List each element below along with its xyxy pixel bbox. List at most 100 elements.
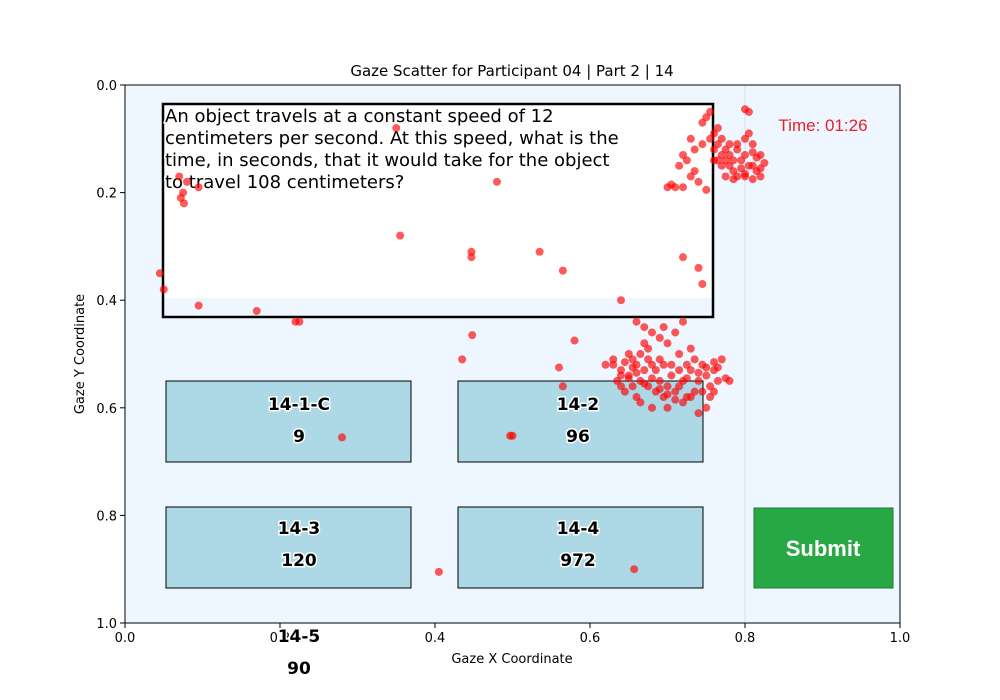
- gaze-point: [632, 317, 641, 326]
- gaze-point: [617, 296, 625, 305]
- gaze-point: [686, 134, 695, 143]
- gaze-point: [640, 379, 649, 388]
- gaze-point: [690, 167, 699, 176]
- gaze-point: [713, 376, 722, 385]
- question-line-1: An object travels at a constant speed of…: [165, 106, 554, 127]
- gaze-point: [630, 565, 639, 574]
- gaze-point: [686, 393, 695, 402]
- y-tick-label: 0.0: [96, 79, 117, 94]
- x-tick-label: 1.0: [890, 631, 911, 646]
- gaze-point: [671, 328, 680, 337]
- gaze-point: [682, 156, 691, 165]
- answer-3-value: 120: [281, 551, 317, 571]
- gaze-point: [733, 140, 742, 149]
- gaze-point: [558, 266, 567, 275]
- gaze-point: [748, 140, 757, 149]
- gaze-point: [694, 177, 703, 186]
- question-panel-lower: [163, 298, 713, 317]
- gaze-point: [392, 124, 401, 133]
- answer-1-value: 9: [293, 427, 305, 447]
- gaze-point: [535, 247, 544, 256]
- gaze-point: [640, 323, 649, 332]
- gaze-point: [702, 363, 711, 372]
- y-tick-label: 1.0: [96, 617, 117, 632]
- answer-box-1[interactable]: [165, 380, 412, 463]
- answer-1-id: 14-1-C: [268, 395, 330, 415]
- question-panel-border: [161, 102, 715, 319]
- gaze-point: [671, 183, 680, 192]
- y-tick-label: 0.6: [96, 402, 117, 417]
- gaze-point: [686, 344, 695, 353]
- gaze-point: [644, 344, 653, 353]
- gaze-point: [648, 374, 656, 383]
- gaze-point: [679, 317, 687, 326]
- gaze-point: [706, 107, 715, 116]
- question-panel: [163, 104, 713, 317]
- gaze-point: [698, 280, 707, 289]
- gaze-point: [659, 323, 668, 332]
- gaze-point: [493, 177, 501, 186]
- answer-5-value: 90: [287, 659, 311, 679]
- gaze-point: [713, 156, 722, 165]
- x-tick-label: 0.2: [270, 631, 291, 646]
- gaze-point: [467, 253, 476, 262]
- gaze-point: [155, 269, 164, 278]
- gaze-point: [338, 433, 346, 442]
- chart-title: Gaze Scatter for Participant 04 | Part 2…: [350, 62, 673, 80]
- y-axis-label: Gaze Y Coordinate: [73, 294, 88, 414]
- gaze-point: [558, 382, 567, 391]
- gaze-point: [183, 177, 191, 186]
- gaze-point: [671, 395, 680, 404]
- answer-4-id: 14-4: [557, 519, 600, 539]
- gaze-point: [729, 156, 738, 165]
- gaze-point: [675, 161, 684, 170]
- question-line-4: to travel 108 centimeters?: [165, 172, 404, 193]
- gaze-point: [640, 366, 649, 375]
- x-tick-label: 0.4: [425, 631, 446, 646]
- x-tick-label: 0.6: [580, 631, 601, 646]
- answer-3-id: 14-3: [278, 519, 321, 539]
- gaze-point: [690, 355, 699, 364]
- gaze-point: [694, 263, 703, 272]
- gaze-point: [663, 382, 672, 391]
- gaze-point: [694, 368, 703, 377]
- gaze-point: [644, 355, 653, 364]
- gaze-point: [679, 183, 687, 192]
- gaze-point: [609, 360, 618, 369]
- gaze-point: [667, 360, 676, 369]
- plot-frame: [124, 84, 901, 624]
- gaze-point: [179, 199, 188, 208]
- gaze-point: [741, 169, 749, 178]
- gaze-point: [741, 150, 749, 159]
- gaze-point: [613, 376, 622, 385]
- gaze-point: [679, 253, 687, 262]
- gaze-point: [729, 175, 738, 184]
- gaze-point: [295, 317, 304, 326]
- x-axis: 0.0 0.2 0.4 0.6 0.8 1.0: [115, 623, 911, 646]
- gaze-point: [655, 376, 664, 385]
- gaze-point: [679, 398, 687, 407]
- gaze-point: [698, 118, 707, 127]
- gaze-point: [702, 185, 711, 194]
- answer-box-3[interactable]: [165, 506, 412, 589]
- gaze-point: [194, 183, 203, 192]
- y-axis: 0.0 0.2 0.4 0.6 0.8 1.0: [96, 79, 125, 632]
- gaze-point: [570, 336, 579, 345]
- gaze-point: [690, 145, 699, 154]
- answer-box-4[interactable]: [457, 506, 704, 589]
- gaze-point: [655, 333, 664, 342]
- answer-4-value: 972: [560, 551, 596, 571]
- y-tick-label: 0.8: [96, 509, 117, 524]
- gaze-point: [675, 350, 684, 358]
- y-tick-label: 0.2: [96, 187, 117, 202]
- question-line-2: centimeters per second. At this speed, w…: [165, 128, 619, 149]
- gaze-point: [636, 350, 645, 358]
- submit-button[interactable]: [753, 507, 894, 589]
- gaze-point: [252, 306, 261, 315]
- submit-label: Submit: [786, 536, 861, 561]
- gaze-point: [667, 371, 676, 380]
- gaze-point: [713, 124, 722, 133]
- gaze-point: [702, 403, 711, 412]
